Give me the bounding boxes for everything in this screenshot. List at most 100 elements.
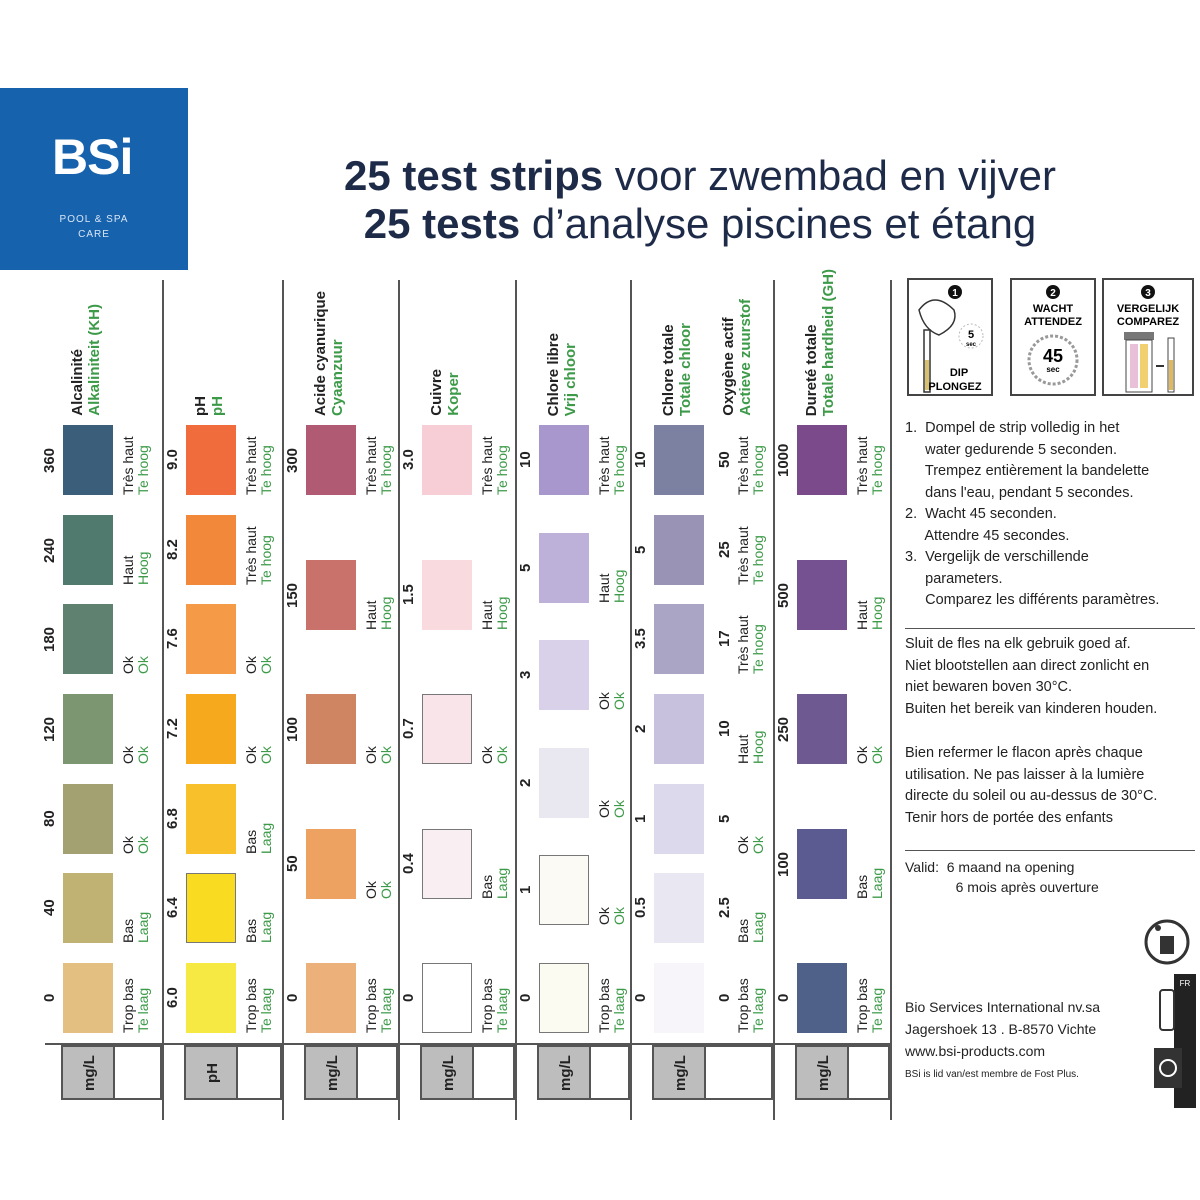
status-nl: Te laag (611, 987, 627, 1033)
warnings-nl: Sluit de fles na elk gebruik goed af. Nie… (905, 634, 1197, 720)
unit-blank (591, 1045, 630, 1100)
status-nl: Te hoog (494, 445, 510, 495)
status-fr: Bas (735, 919, 751, 944)
column-divider (773, 280, 775, 1120)
recycling-icons: FR (1144, 919, 1196, 1108)
text-line: Trempez entièrement la bandelette (905, 463, 1150, 479)
pad-status: Trop bas Te laag (243, 963, 274, 1033)
svg-text:3: 3 (1145, 288, 1151, 299)
column-divider (162, 280, 164, 1120)
status-nl: Ok (611, 799, 627, 818)
status-nl: Hoog (611, 569, 627, 603)
status-fr: Bas (854, 874, 870, 899)
column-divider (282, 280, 284, 1120)
status-nl: Te hoog (258, 445, 274, 495)
column-title-2-5: Oxygène actif Actieve zuurstof (720, 299, 754, 416)
pad-status: Très haut Te hoog (479, 425, 510, 495)
pad-value: 3.0 (400, 449, 417, 471)
pad-value: 150 (284, 581, 301, 608)
title-fr: Chlore totale (660, 324, 677, 416)
text-line: 1. Dompel de strip volledig in het (905, 420, 1120, 436)
divider (905, 628, 1195, 629)
color-pad (539, 963, 589, 1033)
text-line: Bien refermer le flacon après chaque (905, 745, 1143, 761)
pad-status: Haut Hoog (854, 560, 885, 630)
svg-text:ATTENDEZ: ATTENDEZ (1024, 316, 1082, 328)
text-line: Comparez les différents paramètres. (905, 592, 1160, 608)
status-fr: Ok (120, 656, 136, 675)
pad-status: Ok Ok (120, 604, 151, 675)
status-nl: Ok (378, 746, 394, 764)
timer-icon: 2 WACHT ATTENDEZ 45 sec (1024, 285, 1082, 386)
pad-status: Ok Ok (120, 784, 151, 854)
color-pad (63, 963, 113, 1033)
status-fr: Ok (363, 746, 379, 764)
pad-status: Ok Ok (596, 748, 627, 818)
unit-label: mg/L (537, 1045, 591, 1100)
title-nl: Alkaliniteit (KH) (86, 304, 103, 416)
pad-value: 240 (41, 537, 58, 563)
text-line: Niet blootstellen aan direct zonlicht en (905, 657, 1150, 674)
pad-value-2: 50 (716, 451, 733, 469)
pad-value-2: 5 (716, 814, 733, 823)
pad-value: 100 (775, 850, 792, 877)
status-fr: Ok (735, 835, 751, 854)
title-nl: Cyaanzuur (329, 339, 346, 416)
status-nl: Hoog (494, 596, 510, 630)
color-pad (186, 694, 236, 764)
text-line: niet bewaren boven 30°C. (905, 679, 1073, 695)
title2-nl: Actieve zuurstof (737, 299, 754, 416)
pad-value: 80 (41, 810, 58, 827)
column-divider (398, 280, 400, 1120)
unit-text: mg/L (440, 1055, 457, 1091)
status-fr: Bas (479, 874, 495, 899)
status-nl: Laag (258, 912, 274, 944)
pad-value: 500 (775, 581, 792, 608)
status-nl: Te laag (135, 987, 151, 1033)
pad-value: 1.5 (400, 584, 417, 605)
status-nl: Laag (869, 867, 885, 899)
pad-status: Ok Ok (243, 694, 274, 764)
text-line: utilisation. Ne pas laisser à la lumière (905, 766, 1145, 783)
status-nl: Laag (750, 912, 766, 944)
unit-label: mg/L (420, 1045, 474, 1100)
status-nl: Te hoog (378, 445, 394, 495)
pad-value: 0 (775, 993, 792, 1003)
title-fr: Acide cyanurique (312, 290, 329, 416)
column-title-6: Dureté totale Totale hardheid (GH) (803, 269, 837, 416)
unit-text: mg/L (815, 1055, 832, 1091)
status-nl: Ok (135, 746, 151, 764)
text-line: parameters. (905, 570, 1003, 587)
divider (905, 850, 1195, 851)
status-nl: Ok (494, 746, 510, 764)
unit-text: pH (204, 1063, 221, 1083)
status-nl: Hoog (869, 596, 885, 630)
svg-text:2: 2 (1050, 288, 1056, 299)
status-nl: Ok (378, 880, 394, 899)
pad-status: Trop bas Te laag (854, 963, 885, 1033)
status-fr: Trop bas (854, 978, 870, 1033)
pad-status: Très haut Te hoog (735, 604, 766, 675)
title-nl: Koper (445, 372, 462, 416)
color-pad (797, 963, 847, 1033)
company-info: Bio Services International nv.sa Jagersho… (905, 996, 1135, 1062)
unit-text: mg/L (81, 1055, 98, 1091)
unit-blank (115, 1045, 162, 1100)
status-fr: Trop bas (479, 978, 495, 1033)
text-line: Buiten het bereik van kinderen houden. (905, 700, 1158, 717)
color-pad (63, 783, 113, 854)
step-dip: 1 5 sec DIP PLONGEZ (907, 278, 993, 396)
color-pad (654, 783, 704, 854)
color-pad (797, 425, 847, 495)
status-nl: Te laag (869, 987, 885, 1033)
text-line: dans l'eau, pendant 5 secondes. (905, 484, 1134, 501)
svg-text:sec: sec (966, 342, 977, 348)
svg-text:PLONGEZ: PLONGEZ (928, 381, 981, 393)
pad-value: 5 (517, 563, 534, 572)
color-pad (654, 514, 704, 585)
status-nl: Te hoog (750, 534, 766, 585)
color-pad (654, 604, 704, 675)
fostplus-note: BSi is lid van/est membre de Fost Plus. (905, 1069, 1079, 1080)
pad-status: Haut Hoog (479, 560, 510, 630)
status-fr: Trop bas (243, 978, 259, 1033)
